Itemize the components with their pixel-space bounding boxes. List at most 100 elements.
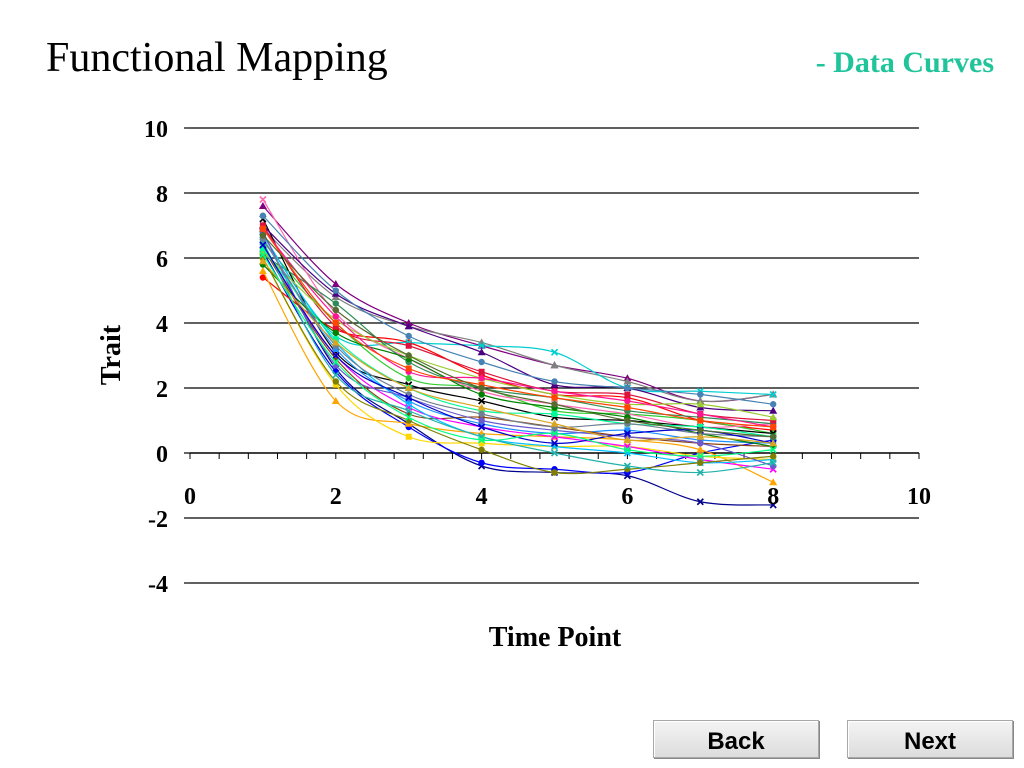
- data-point: [332, 371, 340, 379]
- data-point: [478, 436, 486, 444]
- x-tick-label: 0: [184, 484, 196, 510]
- page-title: Functional Mapping: [46, 35, 388, 81]
- data-point: [478, 417, 485, 424]
- data-point: [478, 384, 485, 392]
- data-point: [332, 346, 339, 352]
- data-point: [624, 427, 631, 434]
- data-point: [478, 459, 485, 466]
- x-tick-label: 4: [476, 484, 488, 510]
- data-point: [332, 323, 339, 330]
- data-point: [769, 406, 778, 414]
- back-button[interactable]: Back: [653, 720, 819, 758]
- data-point: [770, 401, 777, 408]
- data-point: [405, 394, 413, 402]
- data-point: [696, 468, 704, 477]
- data-point: [551, 394, 558, 401]
- y-tick-label: 6: [156, 247, 168, 273]
- x-axis: [184, 127, 920, 584]
- data-point: [550, 348, 559, 356]
- x-tick-label: 8: [767, 484, 779, 510]
- data-point: [623, 446, 631, 454]
- series-line: [259, 238, 777, 477]
- data-point: [478, 368, 485, 375]
- series-line: [259, 232, 777, 440]
- data-point: [258, 257, 267, 265]
- data-point: [332, 351, 340, 360]
- data-point: [405, 332, 412, 340]
- data-point: [332, 358, 340, 366]
- page-subtitle: - Data Curves: [815, 46, 994, 79]
- x-tick-label: 10: [907, 484, 931, 510]
- gridlines: [190, 127, 919, 584]
- y-tick-label: 2: [156, 377, 168, 403]
- data-point: [769, 501, 777, 509]
- data-point: [697, 440, 704, 447]
- x-tick-label: 6: [621, 484, 633, 510]
- data-point: [332, 306, 339, 314]
- data-point: [405, 433, 412, 440]
- data-point: [770, 433, 777, 440]
- data-point: [550, 429, 559, 438]
- y-tick-label: -2: [148, 507, 168, 533]
- data-point: [697, 459, 704, 466]
- data-point: [478, 420, 485, 427]
- data-point: [478, 397, 486, 405]
- data-point: [477, 348, 486, 356]
- data-point: [769, 390, 777, 399]
- data-point: [331, 397, 340, 404]
- y-tick-label: 10: [144, 117, 168, 143]
- data-point: [697, 410, 704, 418]
- series-path: [262, 270, 774, 483]
- data-point: [770, 417, 777, 424]
- data-curves: [258, 195, 778, 509]
- data-point: [696, 452, 704, 460]
- next-button[interactable]: Next: [847, 720, 1013, 758]
- data-point: [477, 403, 486, 411]
- data-point: [770, 424, 777, 430]
- data-point: [478, 375, 485, 382]
- data-point: [550, 439, 559, 447]
- data-point: [405, 342, 412, 349]
- data-point: [478, 358, 485, 366]
- data-point: [624, 397, 631, 405]
- data-point: [551, 388, 558, 395]
- data-point: [623, 436, 632, 443]
- data-point: [332, 320, 339, 326]
- data-point: [478, 446, 485, 453]
- tick-labels: -4 -2 0 2 4 6 8 10 0 2 4 6 8 10: [144, 117, 931, 598]
- data-point: [623, 377, 632, 385]
- data-point: [624, 391, 631, 398]
- data-point: [550, 419, 559, 427]
- trait-line-chart: -4 -2 0 2 4 6 8 10 0 2 4 6 8 10 Time Point Trait: [96, 117, 931, 653]
- data-point: [259, 225, 266, 232]
- data-point: [769, 439, 778, 447]
- data-point: [696, 498, 704, 506]
- data-point: [696, 432, 705, 440]
- series-line: [259, 212, 777, 408]
- x-axis-title: Time Point: [489, 622, 622, 653]
- data-point: [550, 449, 559, 457]
- data-point: [697, 391, 704, 398]
- data-point: [697, 437, 704, 443]
- data-point: [478, 440, 485, 447]
- data-point: [404, 322, 413, 330]
- data-point: [259, 222, 266, 229]
- data-point: [405, 352, 412, 359]
- data-point: [478, 342, 486, 350]
- data-point: [405, 413, 413, 421]
- data-point: [332, 313, 339, 320]
- data-point: [478, 423, 486, 431]
- data-point: [696, 400, 705, 408]
- data-point: [259, 245, 266, 252]
- y-axis-title: Trait: [96, 324, 127, 385]
- data-point: [331, 280, 340, 287]
- y-tick-label: 4: [156, 312, 168, 338]
- data-point: [259, 251, 267, 259]
- series-path: [262, 238, 774, 444]
- data-point: [551, 401, 558, 408]
- data-point: [478, 407, 485, 414]
- series-path: [262, 254, 774, 425]
- data-point: [258, 267, 267, 274]
- x-tick-label: 2: [330, 484, 342, 510]
- data-point: [550, 361, 559, 369]
